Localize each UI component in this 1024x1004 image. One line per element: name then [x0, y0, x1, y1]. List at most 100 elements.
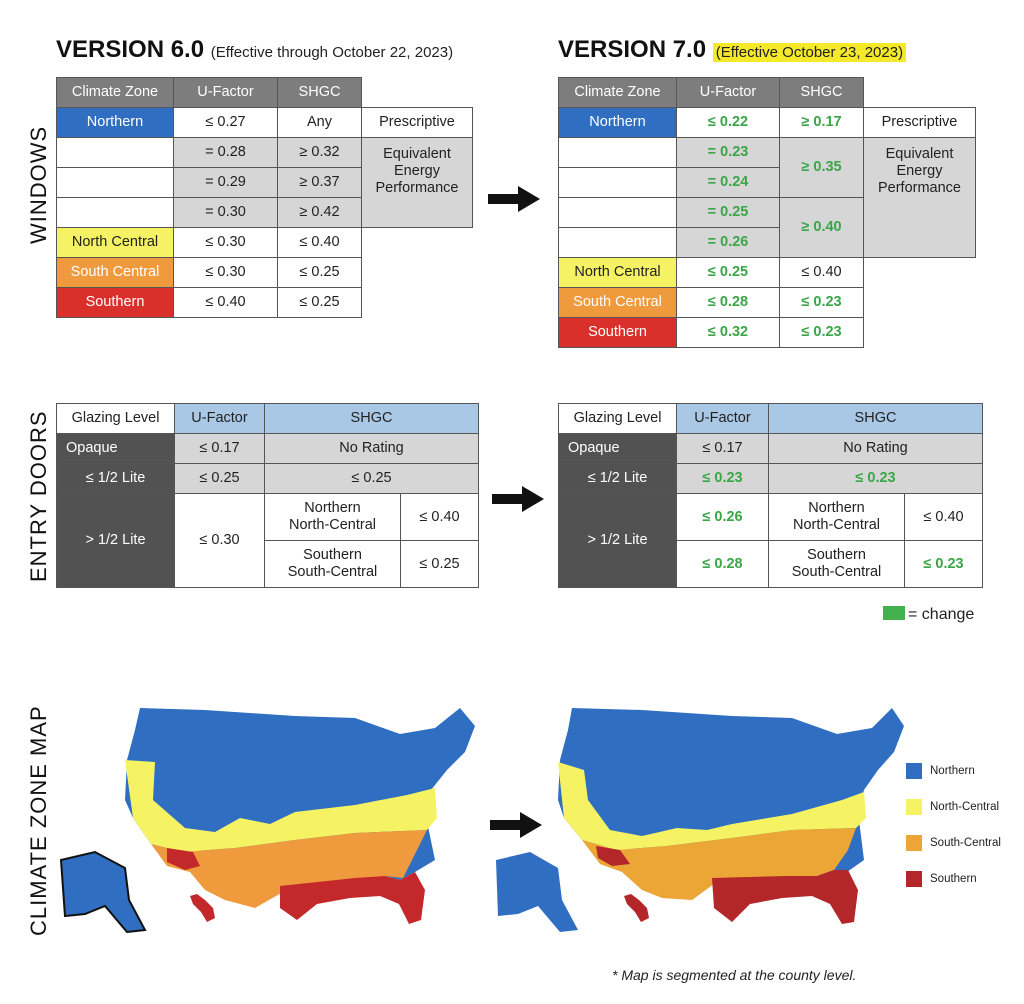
entry-doors-section-label: ENTRY DOORS	[26, 410, 51, 582]
zone-cell	[558, 227, 677, 258]
shgc-cell: No Rating	[768, 433, 983, 464]
shgc-cell: ≥ 0.42	[277, 197, 362, 228]
table-row: = 0.30 ≥ 0.42	[56, 197, 473, 228]
legend-label: North-Central	[930, 801, 1000, 813]
u-factor-cell: = 0.29	[173, 167, 278, 198]
zone-south-central: South Central	[558, 287, 677, 318]
arrow-right-icon	[488, 186, 540, 212]
zone-northern-north-central: Northern North-Central	[264, 493, 401, 541]
zone-northern: Northern	[558, 107, 677, 138]
climate-zone-map-v6	[59, 708, 475, 934]
zone-label: North-Central	[792, 517, 881, 533]
prescriptive-label: Prescriptive	[863, 107, 976, 138]
v6-effective-date: (Effective through October 22, 2023)	[210, 44, 454, 61]
glazing-half-lite: ≤ 1/2 Lite	[56, 463, 175, 494]
shgc-cell: ≤ 0.40	[904, 493, 983, 541]
u-factor-cell: ≤ 0.32	[676, 317, 780, 348]
u-factor-cell: = 0.26	[676, 227, 780, 258]
map-southern-zone-ca	[596, 846, 630, 866]
header-u-factor: U-Factor	[676, 403, 769, 434]
table-row: = 0.23 ≥ 0.35 Equivalent Energy Performa…	[558, 137, 976, 258]
shgc-cell: ≤ 0.40	[779, 257, 864, 288]
zone-label: North-Central	[288, 517, 377, 533]
u-factor-cell: ≤ 0.30	[173, 227, 278, 258]
table-row: South Central ≤ 0.30 ≤ 0.25	[56, 257, 473, 288]
legend-swatch	[906, 763, 922, 779]
zone-northern: Northern	[56, 107, 174, 138]
table-row: Northern ≤ 0.27 Any Prescriptive	[56, 107, 473, 138]
legend-item-northern: Northern	[906, 762, 1001, 780]
table-row: North Central ≤ 0.25 ≤ 0.40	[558, 257, 976, 288]
header-glazing-level: Glazing Level	[56, 403, 175, 434]
shgc-cell: ≤ 0.23	[779, 317, 864, 348]
shgc-cell: ≤ 0.25	[264, 463, 479, 494]
zone-southern: Southern	[558, 317, 677, 348]
table-row: North Central ≤ 0.30 ≤ 0.40	[56, 227, 473, 258]
map-footnote: * Map is segmented at the county level.	[612, 967, 857, 983]
zone-cell	[558, 197, 677, 228]
u-factor-cell: = 0.23	[676, 137, 780, 168]
map-alaska	[496, 852, 578, 932]
zone-label: South-Central	[791, 564, 882, 580]
table-row: ≤ 0.28 Southern South-Central ≤ 0.23	[559, 540, 983, 588]
glazing-half-lite: ≤ 1/2 Lite	[558, 463, 677, 494]
v7-version-label: VERSION 7.0	[558, 36, 707, 63]
u-factor-cell: ≤ 0.26	[676, 493, 769, 541]
legend-item-southern: Southern	[906, 870, 1001, 888]
v7-title: VERSION 7.0 (Effective October 23, 2023)	[558, 36, 907, 64]
table-row: Southern South-Central ≤ 0.25	[57, 540, 479, 588]
map-hawaii	[624, 894, 649, 922]
glazing-opaque: Opaque	[558, 433, 677, 464]
u-factor-cell: ≤ 0.28	[676, 540, 769, 588]
table-row: Northern ≤ 0.22 ≥ 0.17 Prescriptive	[558, 107, 976, 138]
shgc-cell: ≥ 0.32	[277, 137, 362, 168]
prescriptive-label: Prescriptive	[361, 107, 473, 138]
zone-cell	[558, 167, 677, 198]
zone-southern-south-central: Southern South-Central	[264, 540, 401, 588]
map-alaska	[59, 850, 147, 934]
legend-swatch	[906, 871, 922, 887]
shgc-cell: Any	[277, 107, 362, 138]
u-factor-cell: ≤ 0.25	[174, 463, 265, 494]
table-row: > 1/2 Lite ≤ 0.30 Northern North-Central…	[56, 493, 479, 588]
header-u-factor: U-Factor	[173, 77, 278, 108]
change-legend: = change	[883, 606, 974, 624]
legend-label: Northern	[930, 765, 975, 777]
zone-cell	[558, 137, 677, 168]
climate-zone-map-v7	[496, 708, 904, 932]
change-legend-label: = change	[908, 606, 975, 623]
shgc-cell: ≥ 0.37	[277, 167, 362, 198]
table-row: Opaque ≤ 0.17 No Rating	[558, 433, 983, 464]
header-u-factor: U-Factor	[174, 403, 265, 434]
u-factor-cell: ≤ 0.27	[173, 107, 278, 138]
u-factor-cell: ≤ 0.40	[173, 287, 278, 318]
legend-label: Southern	[930, 873, 977, 885]
u-factor-cell: ≤ 0.28	[676, 287, 780, 318]
header-u-factor: U-Factor	[676, 77, 780, 108]
table-row: ≤ 1/2 Lite ≤ 0.25 ≤ 0.25	[56, 463, 479, 494]
u-factor-cell: ≤ 0.30	[173, 257, 278, 288]
glazing-more-than-half-lite: > 1/2 Lite	[558, 493, 677, 588]
u-factor-cell: ≤ 0.30	[174, 493, 265, 588]
legend-label: South-Central	[930, 837, 1001, 849]
map-north-central-zone	[558, 762, 866, 850]
zone-label: Northern	[304, 500, 361, 516]
legend-swatch	[906, 835, 922, 851]
shgc-cell: ≤ 0.23	[779, 287, 864, 318]
arrow-right-icon	[492, 486, 544, 512]
zone-south-central: South Central	[56, 257, 174, 288]
shgc-cell: ≤ 0.40	[277, 227, 362, 258]
u-factor-cell: ≤ 0.25	[676, 257, 780, 288]
legend-item-north-central: North-Central	[906, 798, 1001, 816]
zone-north-central: North Central	[56, 227, 174, 258]
zone-label: Southern	[303, 547, 362, 563]
v6-title: VERSION 6.0 (Effective through October 2…	[56, 36, 453, 64]
map-legend: Northern North-Central South-Central Sou…	[906, 762, 1001, 906]
windows-v7-table: Climate Zone U-Factor SHGC Northern ≤ 0.…	[558, 77, 976, 348]
header-climate-zone: Climate Zone	[56, 77, 174, 108]
map-southern-zone-gulf	[712, 870, 858, 924]
shgc-cell: ≥ 0.40	[779, 197, 864, 258]
map-north-central-zone	[125, 760, 437, 852]
v6-version-label: VERSION 6.0	[56, 36, 205, 63]
zone-cell	[56, 137, 174, 168]
